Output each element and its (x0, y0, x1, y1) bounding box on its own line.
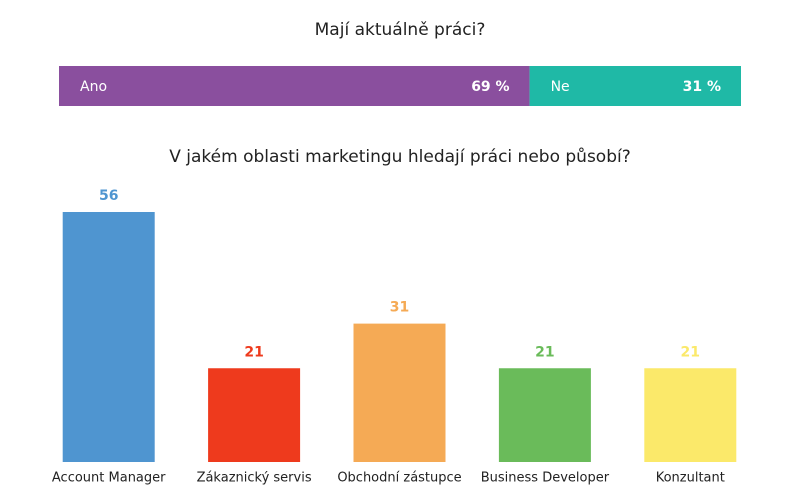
value-label: 31 (390, 300, 409, 316)
x-tick-label: Account Manager (52, 471, 166, 486)
legend-label: Ne (551, 79, 570, 95)
bar (353, 323, 446, 462)
x-tick-label: Zákaznický servis (197, 471, 312, 486)
bar (208, 368, 301, 462)
chart-title: Mají aktuálně práci? (315, 20, 486, 40)
value-label: 69 % (471, 79, 509, 95)
x-tick-label: Business Developer (481, 471, 610, 486)
value-label: 56 (99, 188, 118, 204)
legend-label: Ano (80, 79, 107, 95)
bar (644, 368, 737, 462)
chart-title: V jakém oblasti marketingu hledají práci… (169, 147, 631, 167)
value-label: 21 (244, 344, 263, 360)
bar (62, 212, 155, 462)
value-label: 21 (535, 344, 554, 360)
value-label: 31 % (683, 79, 721, 95)
x-tick-label: Obchodní zástupce (337, 471, 461, 486)
x-tick-label: Konzultant (656, 471, 725, 486)
value-label: 21 (681, 344, 700, 360)
bar-segment (529, 66, 741, 106)
bar-segment (59, 66, 530, 106)
bar (498, 368, 591, 462)
